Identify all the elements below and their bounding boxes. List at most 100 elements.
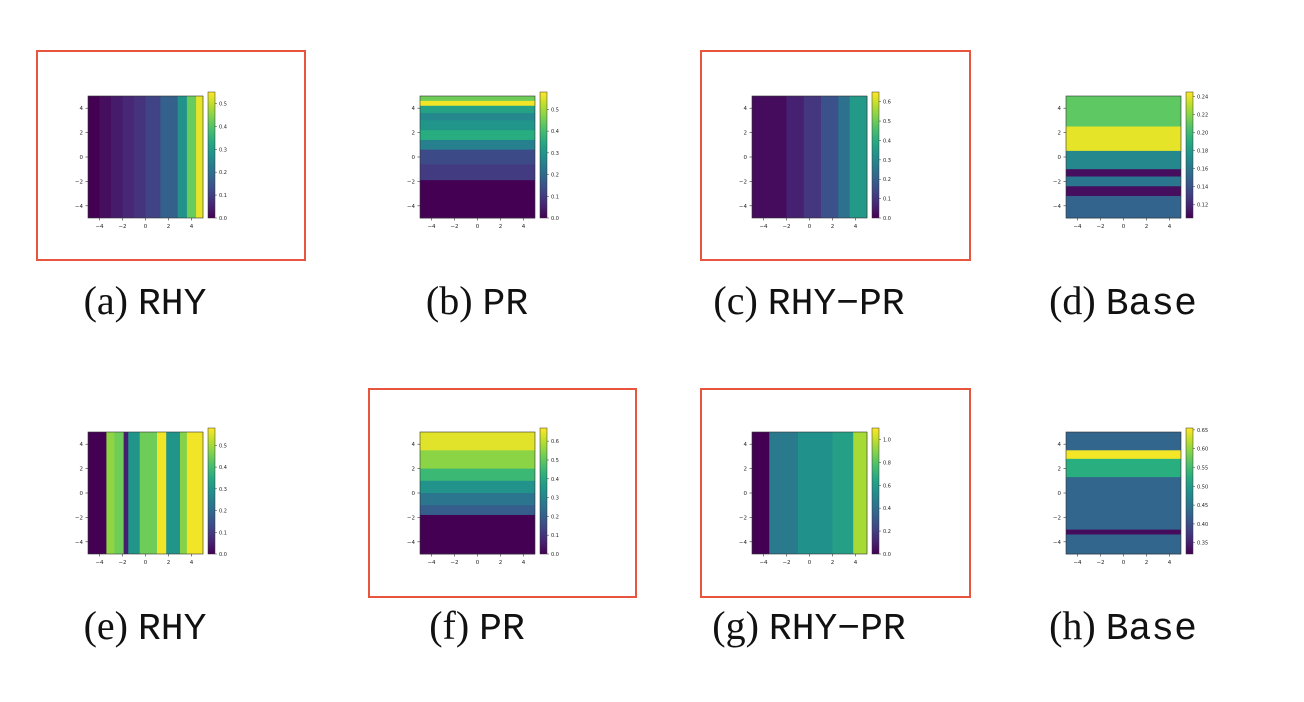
colorbar-tick-label: 0.0	[551, 216, 559, 222]
band-3	[821, 96, 839, 218]
colorbar-tick-label: 0.2	[883, 529, 891, 535]
colorbar-tick-label: 0.5	[219, 443, 227, 449]
band-2	[420, 105, 535, 114]
x-tick-label: −4	[95, 560, 104, 566]
x-tick-label: −2	[118, 224, 126, 230]
caption-label: (d)	[1049, 278, 1106, 323]
caption-label: (c)	[713, 278, 768, 323]
y-tick-label: −2	[1053, 179, 1061, 185]
x-tick-label: −2	[1096, 560, 1104, 566]
colorbar-tick-label: 0.18	[1197, 149, 1208, 155]
y-tick-label: 2	[80, 467, 84, 473]
band-3	[1066, 169, 1181, 177]
colorbar-tick-label: 0.3	[551, 496, 559, 502]
band-9	[196, 96, 204, 218]
caption-label: (b)	[425, 278, 483, 323]
caption-g: (g) RHY−PR	[679, 602, 939, 651]
caption-c: (c) RHY−PR	[679, 277, 939, 326]
colorbar-tick-label: 0.1	[551, 533, 559, 539]
band-9	[420, 180, 535, 219]
colorbar-tick-label: 0.2	[551, 514, 559, 520]
x-tick-label: −2	[450, 560, 458, 566]
x-tick-label: 2	[1145, 560, 1149, 566]
band-4	[1066, 529, 1181, 535]
band-3	[420, 113, 535, 121]
band-9	[186, 432, 204, 554]
band-6	[157, 432, 167, 554]
band-3	[123, 432, 129, 554]
band-2	[420, 468, 535, 482]
colorbar-tick-label: 0.3	[219, 487, 227, 493]
band-0	[88, 96, 100, 218]
x-tick-label: 0	[808, 560, 812, 566]
colorbar-tick-label: 0.2	[219, 509, 227, 515]
caption-label: (a)	[83, 278, 138, 323]
caption-method: RHY	[137, 283, 207, 326]
y-tick-label: −4	[739, 540, 748, 546]
caption-method: Base	[1105, 608, 1197, 651]
colorbar-tick-label: 0.0	[219, 216, 227, 222]
y-tick-label: −4	[739, 204, 748, 210]
band-7	[1066, 203, 1181, 219]
colorbar-tick-label: 0.22	[1197, 113, 1208, 119]
x-tick-label: 2	[167, 224, 171, 230]
band-5	[1066, 186, 1181, 197]
highlight-frame-c	[700, 50, 971, 261]
colorbar-tick-label: 0.45	[1197, 503, 1208, 509]
band-0	[752, 432, 770, 554]
colorbar-tick-label: 0.0	[883, 216, 891, 222]
y-tick-label: 4	[744, 106, 748, 112]
y-tick-label: −2	[407, 179, 415, 185]
y-tick-label: 0	[1058, 491, 1062, 497]
band-5	[420, 505, 535, 516]
caption-d: (d) Base	[993, 277, 1253, 326]
band-3	[122, 96, 135, 218]
colorbar-tick-label: 0.3	[883, 158, 891, 164]
heatmap-d: −4 −2 0 2 4 4 2 0 −2 −4 0.12 0.14 0.16 0.18 0.20 0.22 0.…	[1053, 91, 1208, 230]
colorbar-tick-label: 0.4	[551, 129, 559, 135]
colorbar-tick-label: 0.0	[551, 552, 559, 558]
band-2	[114, 432, 125, 554]
heatmap-h: −4 −2 0 2 4 4 2 0 −2 −4 0.35 0.40 0.45 0.50 0.55 0.60 0.…	[1053, 427, 1208, 566]
caption-method: RHY−PR	[767, 283, 905, 326]
caption-method: RHY	[137, 608, 207, 651]
y-tick-label: 0	[744, 491, 748, 497]
colorbar-tick-label: 0.35	[1197, 541, 1208, 547]
band-2	[803, 96, 822, 218]
band-5	[420, 130, 535, 141]
colorbar-tick-label: 0.20	[1197, 131, 1208, 137]
band-1	[786, 96, 805, 218]
band-4	[1066, 176, 1181, 187]
caption-f: (f) PR	[347, 602, 607, 651]
colorbar-tick-label: 0.1	[551, 194, 559, 200]
colorbar-tick-label: 0.6	[883, 483, 891, 489]
colorbar	[1185, 427, 1194, 555]
x-tick-label: −4	[1073, 224, 1082, 230]
y-tick-label: −2	[739, 515, 747, 521]
colorbar	[871, 91, 880, 219]
band-6	[1066, 196, 1181, 204]
band-2	[1066, 150, 1181, 170]
colorbar	[539, 91, 548, 219]
band-0	[752, 96, 787, 218]
colorbar-tick-label: 0.0	[883, 552, 891, 558]
band-8	[186, 96, 197, 218]
x-tick-label: −4	[759, 224, 768, 230]
y-tick-label: 0	[412, 491, 416, 497]
highlight-frame-g	[700, 388, 971, 598]
x-tick-label: −4	[427, 560, 436, 566]
caption-h: (h) Base	[993, 602, 1253, 651]
colorbar-tick-label: 0.6	[551, 439, 559, 445]
y-tick-label: 2	[1058, 467, 1062, 473]
x-tick-label: −2	[1096, 224, 1104, 230]
y-tick-label: −4	[1053, 540, 1062, 546]
colorbar	[207, 91, 216, 219]
y-tick-label: 0	[80, 491, 84, 497]
heatmap-f: −4 −2 0 2 4 4 2 0 −2 −4 0.0 0.1 0.2 0.3 0.4 0.5 0.6	[407, 427, 559, 566]
band-5	[145, 96, 161, 218]
colorbar-tick-label: 0.50	[1197, 484, 1208, 490]
y-tick-label: −4	[407, 540, 416, 546]
band-4	[420, 493, 535, 506]
heatmap-a: −4 −2 0 2 4 4 2 0 −2 −4 0.0 0.1 0.2 0.3 0.4 0.5	[75, 91, 227, 230]
y-tick-label: −4	[75, 204, 84, 210]
